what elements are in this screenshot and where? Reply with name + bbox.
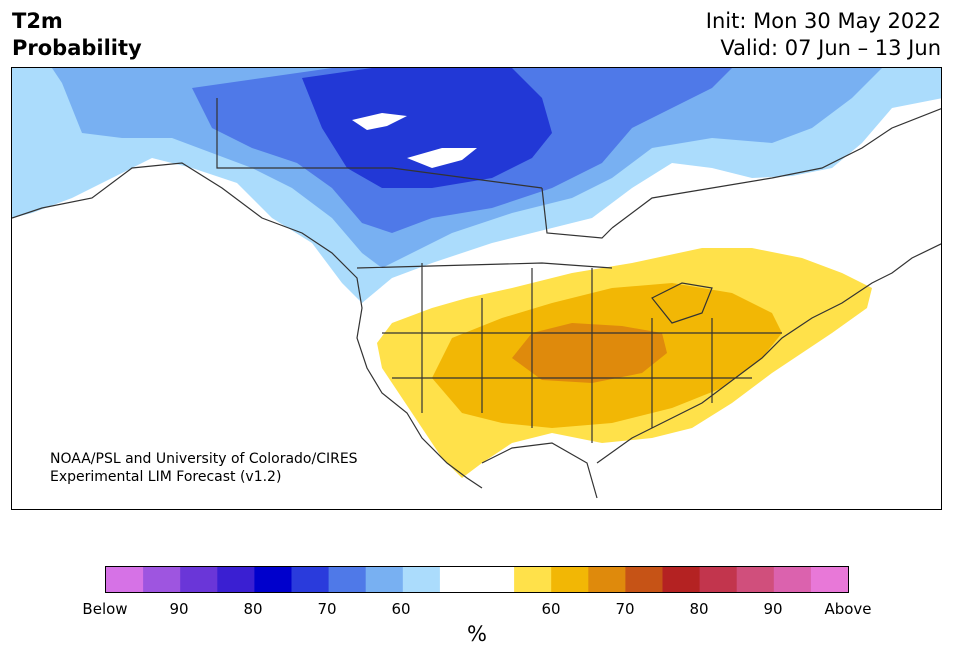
title-line-1: T2m [12, 9, 63, 33]
credit-text: NOAA/PSL and University of Colorado/CIRE… [50, 450, 358, 486]
colorbar-tick-above-70: 70 [615, 600, 635, 618]
ice-patch-1 [352, 113, 407, 130]
colorbar-swatch [254, 567, 292, 592]
colorbar-swatch [736, 567, 775, 592]
title-line-2: Probability [12, 36, 142, 60]
colorbar-tick-above-60: 60 [541, 600, 561, 618]
colorbar-swatch [143, 567, 181, 592]
forecast-dates: Init: Mon 30 May 2022 Valid: 07 Jun – 13… [706, 8, 941, 62]
valid-date-label: Valid: 07 Jun – 13 Jun [720, 36, 941, 60]
colorbar-unit-label: % [467, 622, 487, 646]
colorbar-swatch [291, 567, 330, 592]
above-mid-region [512, 323, 667, 383]
colorbar-swatch [106, 567, 144, 592]
colorbar-tick-below-80: 80 [243, 600, 263, 618]
colorbar-swatch [477, 567, 515, 592]
coastlines [12, 98, 941, 499]
colorbar-swatch [551, 567, 589, 592]
colorbar [105, 566, 849, 593]
colorbar-swatch [439, 567, 478, 592]
colorbar-swatch [514, 567, 552, 592]
colorbar-swatch [328, 567, 367, 592]
colorbar-swatches [106, 567, 848, 592]
colorbar-tick-above: Above [824, 600, 872, 618]
colorbar-swatch [699, 567, 738, 592]
colorbar-swatch [625, 567, 663, 592]
below-strong-region [302, 68, 552, 188]
colorbar-tick-below-60: 60 [391, 600, 411, 618]
colorbar-swatch [402, 567, 441, 592]
colorbar-tick-below: Below [82, 600, 128, 618]
colorbar-swatch [810, 567, 848, 592]
colorbar-swatch [365, 567, 404, 592]
map-canvas [12, 68, 941, 499]
init-date-label: Init: Mon 30 May 2022 [705, 9, 941, 33]
probability-map: NOAA/PSL and University of Colorado/CIRE… [11, 67, 942, 510]
colorbar-tick-above-80: 80 [689, 600, 709, 618]
colorbar-swatch [773, 567, 812, 592]
credit-line-2: Experimental LIM Forecast (v1.2) [50, 469, 282, 485]
colorbar-swatch [662, 567, 701, 592]
colorbar-swatch [180, 567, 218, 592]
colorbar-swatch [588, 567, 626, 592]
ice-patch-2 [407, 148, 477, 168]
colorbar-tick-above-90: 90 [763, 600, 783, 618]
colorbar-swatch [217, 567, 255, 592]
credit-line-1: NOAA/PSL and University of Colorado/CIRE… [50, 451, 358, 467]
figure-title: T2m Probability [12, 8, 142, 62]
colorbar-tick-below-70: 70 [317, 600, 337, 618]
colorbar-tick-below-90: 90 [169, 600, 189, 618]
